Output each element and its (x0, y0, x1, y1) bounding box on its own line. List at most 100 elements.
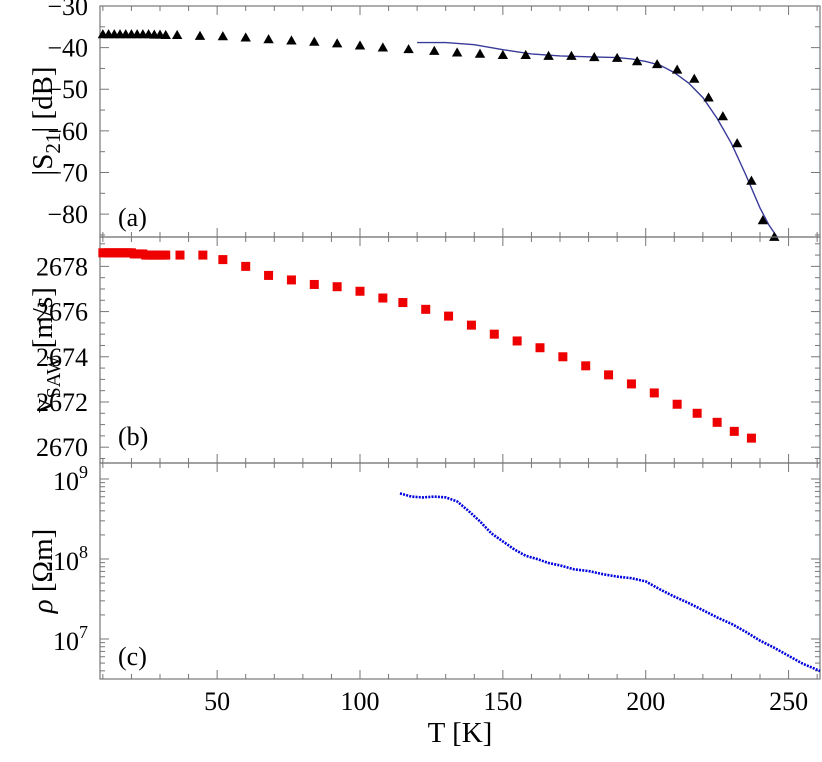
data-point-triangle (731, 138, 743, 148)
y-tick-label: −30 (47, 0, 88, 21)
panel-a-y-axis-title: |S21| [dB] (27, 66, 65, 175)
y-tick-label: −40 (47, 34, 88, 63)
data-point-square (218, 255, 228, 265)
data-point-square (746, 433, 756, 443)
y-tick-label: 2670 (36, 433, 88, 462)
panel-c: 107 108 109 50 100 150 200 250 (c) ρ [Ωm] (27, 462, 821, 716)
panel-c-x-ticks: 50 100 150 200 250 (102, 463, 818, 716)
panel-c-y-ticks: 107 108 109 (53, 462, 820, 672)
data-point-triangle (429, 45, 440, 55)
y-tick-label: −70 (47, 158, 88, 187)
x-tick-label: 250 (769, 687, 808, 716)
data-point-square (398, 298, 408, 308)
panel-a: −30 −40 −50 −60 −70 −80 (a) |S21| [dB] (27, 0, 821, 241)
data-point-square (535, 343, 545, 353)
y-tick-label: 108 (53, 542, 88, 576)
y-tick-label: 2672 (36, 388, 88, 417)
data-point-triangle (703, 92, 714, 102)
data-point-triangle (543, 50, 554, 60)
data-point-triangle (286, 35, 297, 45)
panel-c-label: (c) (118, 642, 147, 671)
data-point-square (466, 320, 476, 330)
x-tick-label: 100 (341, 687, 380, 716)
y-tick-label: 2678 (36, 252, 88, 281)
data-point-square (264, 270, 274, 280)
data-point-square (712, 417, 722, 427)
panel-a-y-ticks: −30 −40 −50 −60 −70 −80 (47, 0, 820, 236)
data-point-square (286, 275, 296, 285)
data-point-triangle (589, 51, 600, 62)
panel-c-frame (99, 462, 821, 680)
data-point-triangle (160, 29, 171, 40)
x-axis-title: T [K] (428, 717, 493, 749)
y-tick-label: −80 (47, 200, 88, 229)
data-point-triangle (474, 48, 486, 58)
data-point-square (309, 279, 319, 289)
x-tick-label: 200 (626, 687, 665, 716)
x-tick-label: 50 (204, 687, 230, 716)
y-tick-label: −60 (47, 117, 88, 146)
data-point-square (649, 388, 659, 398)
data-point-square (355, 286, 365, 296)
data-point-square (161, 250, 171, 260)
data-point-square (378, 293, 388, 303)
data-point-triangle (354, 40, 366, 50)
data-point-square (729, 426, 739, 436)
panel-a-points (97, 29, 780, 241)
panel-a-fit-line (417, 41, 778, 238)
data-point-triangle (769, 231, 780, 241)
data-point-square (198, 250, 208, 260)
panel-c-y-axis-title: ρ [Ωm] (27, 529, 59, 615)
panel-a-x-ticks (102, 6, 818, 237)
data-point-triangle (377, 42, 389, 52)
data-point-square (489, 329, 499, 339)
panel-b-label: (b) (118, 422, 148, 451)
data-point-triangle (217, 31, 229, 41)
y-tick-label: 2676 (36, 298, 88, 327)
data-point-triangle (717, 111, 729, 121)
data-point-square (444, 311, 454, 321)
panel-b-x-ticks (102, 237, 818, 463)
panel-a-label: (a) (118, 203, 147, 232)
data-point-square (332, 282, 342, 292)
data-point-triangle (403, 44, 414, 54)
panel-b-y-ticks: 2670 2672 2674 2676 2678 (36, 243, 820, 462)
data-point-triangle (497, 49, 509, 60)
data-point-triangle (194, 30, 206, 40)
data-point-square (558, 352, 568, 362)
y-tick-label: −50 (47, 75, 88, 104)
data-point-triangle (746, 175, 757, 185)
data-point-triangle (611, 52, 623, 62)
data-point-triangle (566, 50, 577, 60)
x-tick-label: 150 (483, 687, 522, 716)
data-point-triangle (651, 59, 663, 69)
data-point-triangle (671, 64, 683, 74)
data-point-square (175, 250, 185, 260)
panel-b-y-axis-title: vSAW [m/s] (27, 287, 65, 413)
data-point-square (512, 336, 522, 346)
data-point-triangle (331, 38, 343, 48)
data-point-square (626, 379, 636, 389)
y-tick-label: 109 (53, 462, 88, 496)
panel-b-points (98, 248, 756, 443)
panel-a-frame (99, 5, 821, 238)
data-point-triangle (757, 215, 769, 225)
panel-b: 2670 2672 2674 2676 2678 (b) vSAW [m/s] (27, 236, 821, 464)
data-point-triangle (451, 47, 463, 57)
y-tick-label: 2674 (36, 343, 88, 372)
data-point-square (421, 304, 431, 314)
panel-c-resistivity-line (399, 492, 821, 673)
data-point-triangle (263, 34, 274, 44)
data-point-triangle (309, 36, 320, 46)
data-point-triangle (520, 49, 531, 60)
data-point-square (692, 408, 702, 418)
data-point-triangle (240, 32, 251, 42)
data-point-square (241, 261, 251, 271)
data-point-square (672, 399, 682, 409)
data-point-triangle (689, 73, 700, 83)
panel-b-frame (99, 236, 821, 464)
data-point-triangle (171, 29, 183, 40)
data-point-triangle (631, 56, 643, 66)
y-tick-label: 107 (53, 622, 88, 656)
